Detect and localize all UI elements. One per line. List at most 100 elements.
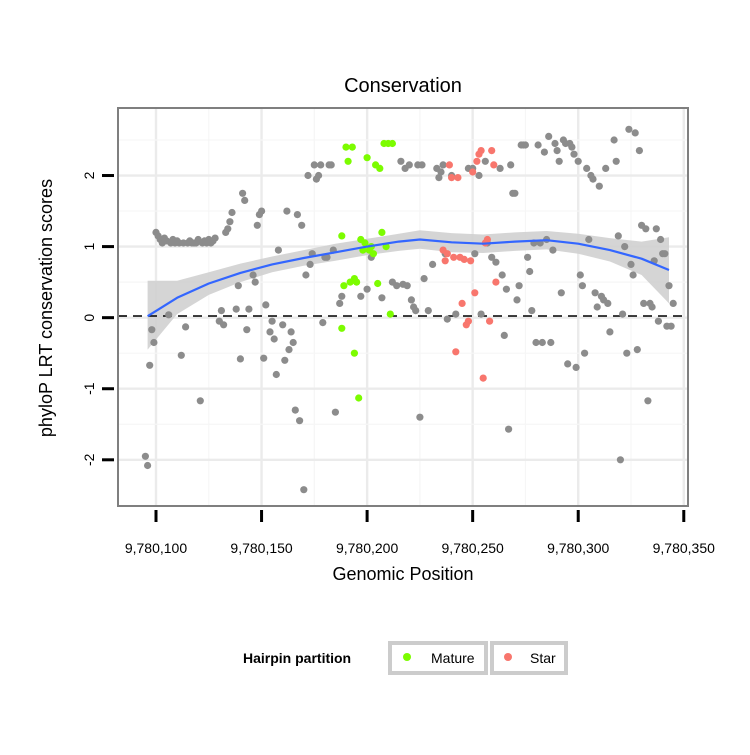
data-point-other xyxy=(496,164,504,172)
data-point-other xyxy=(640,299,648,307)
data-point-other xyxy=(612,157,620,165)
data-point-other xyxy=(614,232,622,240)
data-point-star xyxy=(492,278,500,286)
data-point-other xyxy=(293,211,301,219)
points-star xyxy=(439,147,500,382)
data-point-other xyxy=(574,157,582,165)
data-point-other xyxy=(296,417,304,425)
data-point-other xyxy=(291,406,299,414)
data-point-star xyxy=(460,255,468,263)
data-point-other xyxy=(633,346,641,354)
data-point-other xyxy=(331,408,339,416)
data-point-other xyxy=(570,150,578,158)
data-point-other xyxy=(621,243,629,251)
legend-title: Hairpin partition xyxy=(243,650,351,666)
data-point-other xyxy=(521,141,530,149)
data-point-other xyxy=(435,174,443,182)
data-point-mature xyxy=(361,239,369,247)
data-point-other xyxy=(545,132,553,140)
data-point-star xyxy=(490,161,498,169)
data-point-other xyxy=(555,157,563,165)
data-point-other xyxy=(439,161,447,169)
y-tick-label: -1 xyxy=(81,382,97,395)
data-point-other xyxy=(551,139,559,148)
data-point-other xyxy=(141,452,149,460)
data-point-other xyxy=(232,305,240,313)
data-point-star xyxy=(467,257,475,265)
data-point-other xyxy=(403,282,411,290)
data-point-other xyxy=(302,271,310,279)
chart-title: Conservation xyxy=(344,75,462,97)
data-point-other xyxy=(507,161,515,169)
data-point-other xyxy=(236,355,244,363)
data-point-other xyxy=(564,360,572,368)
data-point-star xyxy=(445,161,453,169)
data-point-other xyxy=(310,161,318,169)
data-point-other xyxy=(144,461,152,470)
data-point-other xyxy=(540,148,549,156)
data-point-other xyxy=(443,315,451,323)
data-point-star xyxy=(464,317,472,325)
data-point-other xyxy=(420,275,428,283)
data-point-other xyxy=(452,310,460,318)
y-tick-label: 0 xyxy=(81,314,97,322)
data-point-other xyxy=(338,292,346,300)
data-point-other xyxy=(481,157,489,165)
data-point-other xyxy=(657,235,665,244)
data-point-other xyxy=(553,147,561,155)
data-point-other xyxy=(251,278,259,286)
data-point-other xyxy=(287,328,295,336)
data-point-other xyxy=(274,246,282,254)
data-point-other xyxy=(629,271,637,279)
data-point-other xyxy=(437,168,445,176)
data-point-mature xyxy=(378,228,386,236)
data-point-mature xyxy=(376,164,384,172)
data-point-mature xyxy=(369,250,377,258)
data-point-other xyxy=(260,354,268,362)
smooth-line xyxy=(147,238,670,318)
data-point-star xyxy=(486,317,494,325)
data-point-other xyxy=(177,351,185,359)
y-tick-label: 1 xyxy=(81,242,97,250)
data-point-other xyxy=(534,141,542,149)
data-point-other xyxy=(283,207,291,215)
x-tick-label: 9,780,100 xyxy=(125,540,187,556)
data-point-other xyxy=(306,260,314,268)
data-point-other xyxy=(625,125,633,133)
data-point-other xyxy=(281,356,289,364)
data-point-other xyxy=(532,338,540,347)
data-point-other xyxy=(572,363,580,371)
data-point-other xyxy=(547,338,555,347)
legend-swatch-mature xyxy=(403,653,411,661)
y-tick-label: -2 xyxy=(81,453,97,466)
data-point-other xyxy=(515,282,523,290)
y-axis: -2 -1 0 1 2 xyxy=(81,171,114,466)
data-point-other xyxy=(304,171,312,180)
data-point-other xyxy=(146,361,154,369)
data-point-mature xyxy=(363,154,371,162)
data-point-other xyxy=(627,260,635,268)
data-point-other xyxy=(648,303,656,311)
data-point-other xyxy=(585,235,593,244)
data-point-other xyxy=(239,189,247,197)
data-point-other xyxy=(407,296,415,304)
data-point-other xyxy=(363,285,371,293)
legend-label-star: Star xyxy=(530,650,556,666)
data-point-other xyxy=(593,303,601,311)
data-point-other xyxy=(604,299,612,307)
x-axis: 9,780,100 9,780,150 9,780,200 9,780,250 9,78… xyxy=(125,510,715,556)
data-point-other xyxy=(576,271,584,279)
data-point-other xyxy=(475,171,483,180)
data-point-other xyxy=(228,208,236,217)
data-point-other xyxy=(538,338,546,347)
data-point-other xyxy=(488,253,496,261)
data-point-other xyxy=(245,305,253,313)
data-point-other xyxy=(669,299,677,307)
data-point-star xyxy=(452,348,460,356)
data-point-star xyxy=(471,289,479,297)
data-point-other xyxy=(661,250,669,258)
data-point-mature xyxy=(355,394,363,402)
data-point-other xyxy=(471,250,479,258)
